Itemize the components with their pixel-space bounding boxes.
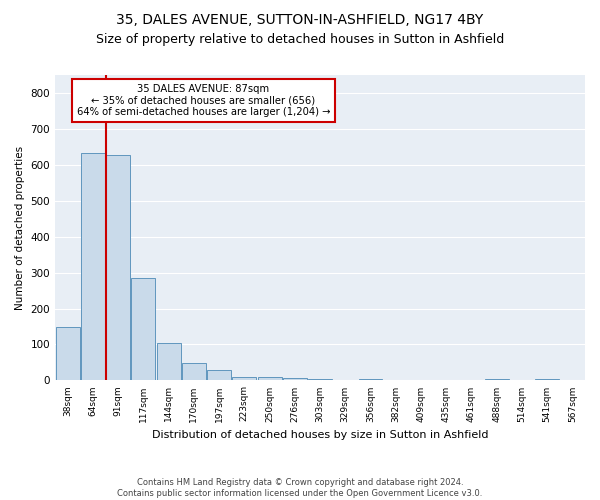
Text: 35, DALES AVENUE, SUTTON-IN-ASHFIELD, NG17 4BY: 35, DALES AVENUE, SUTTON-IN-ASHFIELD, NG… bbox=[116, 12, 484, 26]
Bar bbox=[308, 378, 332, 380]
Bar bbox=[207, 370, 231, 380]
Bar bbox=[81, 154, 105, 380]
Bar bbox=[257, 377, 281, 380]
Bar bbox=[56, 326, 80, 380]
Bar bbox=[106, 155, 130, 380]
Y-axis label: Number of detached properties: Number of detached properties bbox=[15, 146, 25, 310]
Bar bbox=[131, 278, 155, 380]
X-axis label: Distribution of detached houses by size in Sutton in Ashfield: Distribution of detached houses by size … bbox=[152, 430, 488, 440]
Bar bbox=[157, 342, 181, 380]
Text: Size of property relative to detached houses in Sutton in Ashfield: Size of property relative to detached ho… bbox=[96, 32, 504, 46]
Text: Contains HM Land Registry data © Crown copyright and database right 2024.
Contai: Contains HM Land Registry data © Crown c… bbox=[118, 478, 482, 498]
Bar bbox=[535, 378, 559, 380]
Bar bbox=[485, 378, 509, 380]
Text: 35 DALES AVENUE: 87sqm
← 35% of detached houses are smaller (656)
64% of semi-de: 35 DALES AVENUE: 87sqm ← 35% of detached… bbox=[77, 84, 330, 117]
Bar bbox=[182, 363, 206, 380]
Bar bbox=[232, 377, 256, 380]
Bar bbox=[283, 378, 307, 380]
Bar bbox=[359, 378, 382, 380]
